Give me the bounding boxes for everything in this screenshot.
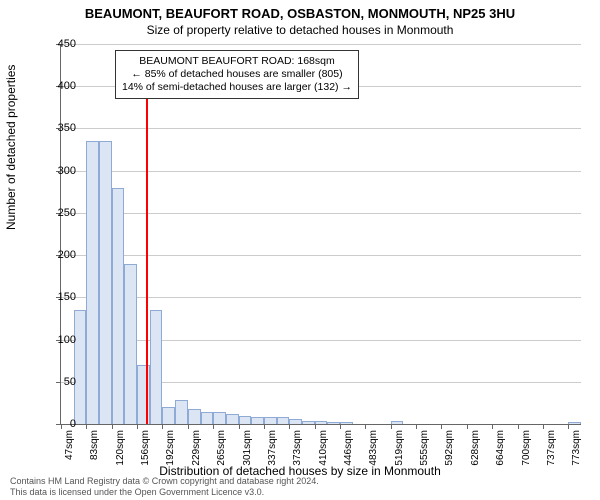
xtick-mark [340,424,341,429]
histogram-bar [162,407,175,424]
gridline-h [61,44,581,45]
ytick-label: 50 [42,376,76,388]
ytick-label: 300 [42,165,76,177]
histogram-bar [213,412,226,424]
xtick-mark [568,424,569,429]
gridline-h [61,340,581,341]
xtick-mark [264,424,265,429]
gridline-h [61,213,581,214]
footer-attribution: Contains HM Land Registry data © Crown c… [10,476,590,498]
histogram-bar [150,310,163,424]
y-axis-label: Number of detached properties [4,65,18,230]
histogram-bar [264,417,277,424]
gridline-h [61,128,581,129]
xtick-label: 192sqm [165,430,176,466]
ytick-label: 450 [42,38,76,50]
histogram-bar [201,412,214,424]
footer-line1: Contains HM Land Registry data © Crown c… [10,476,319,486]
xtick-mark [239,424,240,429]
xtick-label: 737sqm [546,430,557,466]
ytick-label: 100 [42,334,76,346]
xtick-mark [416,424,417,429]
annotation-box: BEAUMONT BEAUFORT ROAD: 168sqm← 85% of d… [115,50,359,99]
xtick-label: 483sqm [368,430,379,466]
gridline-h [61,297,581,298]
xtick-mark [315,424,316,429]
xtick-mark [467,424,468,429]
histogram-bar [315,421,328,424]
xtick-mark [365,424,366,429]
histogram-bar [277,417,290,424]
xtick-mark [213,424,214,429]
histogram-bar [188,409,201,424]
xtick-mark [162,424,163,429]
xtick-mark [188,424,189,429]
xtick-label: 337sqm [267,430,278,466]
histogram-bar [239,416,252,424]
xtick-label: 120sqm [115,430,126,466]
xtick-label: 373sqm [292,430,303,466]
xtick-mark [86,424,87,429]
histogram-bar [226,414,239,424]
xtick-mark [543,424,544,429]
ytick-label: 250 [42,207,76,219]
ytick-label: 150 [42,291,76,303]
annotation-line2: ← 85% of detached houses are smaller (80… [122,68,352,81]
footer-line2: This data is licensed under the Open Gov… [10,487,264,497]
xtick-label: 664sqm [495,430,506,466]
histogram-bar [302,421,315,424]
ytick-label: 0 [42,418,76,430]
xtick-label: 47sqm [64,430,75,460]
gridline-h [61,255,581,256]
xtick-label: 555sqm [419,430,430,466]
xtick-label: 410sqm [318,430,329,466]
xtick-label: 83sqm [89,430,100,460]
xtick-label: 700sqm [521,430,532,466]
ytick-label: 200 [42,249,76,261]
xtick-label: 156sqm [140,430,151,466]
xtick-label: 265sqm [216,430,227,466]
xtick-mark [137,424,138,429]
ytick-label: 400 [42,80,76,92]
xtick-mark [518,424,519,429]
xtick-label: 229sqm [191,430,202,466]
gridline-h [61,171,581,172]
histogram-bar [340,422,353,424]
xtick-label: 773sqm [571,430,582,466]
histogram-bar [391,421,404,424]
annotation-line1: BEAUMONT BEAUFORT ROAD: 168sqm [122,55,352,68]
property-marker-line [146,82,148,424]
xtick-label: 446sqm [343,430,354,466]
histogram-bar [327,422,340,424]
histogram-bar [568,422,581,424]
xtick-label: 301sqm [242,430,253,466]
chart-title: BEAUMONT, BEAUFORT ROAD, OSBASTON, MONMO… [0,0,600,21]
histogram-bar [124,264,137,424]
xtick-mark [112,424,113,429]
xtick-label: 628sqm [470,430,481,466]
histogram-bar [86,141,99,424]
histogram-bar [251,417,264,424]
ytick-label: 350 [42,122,76,134]
xtick-mark [492,424,493,429]
chart-subtitle: Size of property relative to detached ho… [0,23,600,37]
xtick-mark [391,424,392,429]
plot-area: 47sqm83sqm120sqm156sqm192sqm229sqm265sqm… [60,44,581,425]
xtick-mark [289,424,290,429]
xtick-label: 519sqm [394,430,405,466]
histogram-bar [175,400,188,424]
histogram-bar [99,141,112,424]
histogram-bar [112,188,125,424]
xtick-label: 592sqm [444,430,455,466]
histogram-bar [289,419,302,424]
xtick-mark [441,424,442,429]
annotation-line3: 14% of semi-detached houses are larger (… [122,81,352,94]
histogram-bar [74,310,87,424]
